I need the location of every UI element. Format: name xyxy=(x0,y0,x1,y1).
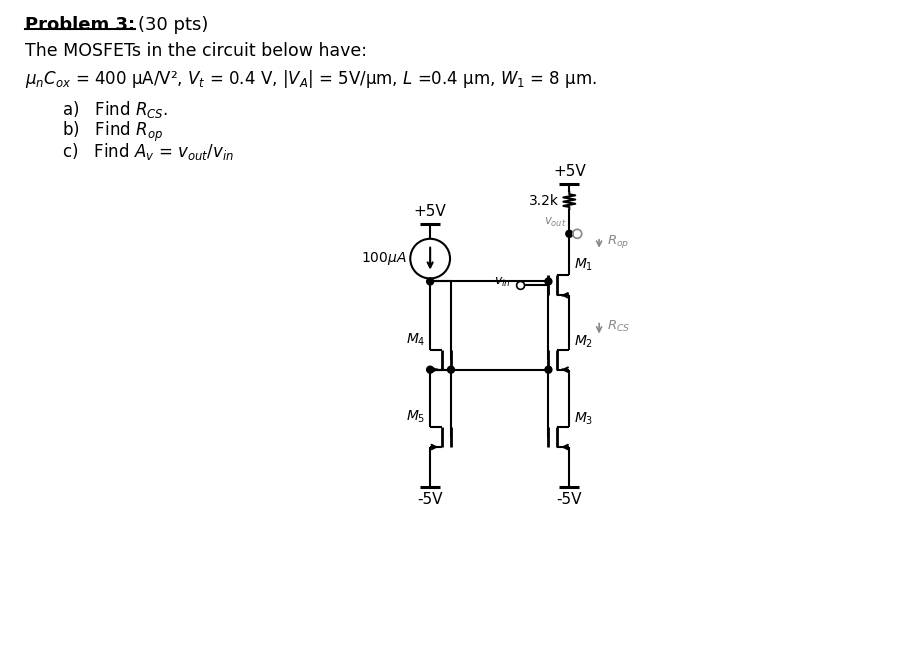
Text: Problem 3:: Problem 3: xyxy=(25,16,134,34)
Text: 3.2k: 3.2k xyxy=(529,194,559,208)
Text: 100$\mu A$: 100$\mu A$ xyxy=(361,250,408,267)
Text: -5V: -5V xyxy=(557,492,582,507)
Text: $M_2$: $M_2$ xyxy=(574,333,594,350)
Text: +5V: +5V xyxy=(414,204,447,219)
Text: $M_3$: $M_3$ xyxy=(574,411,594,427)
Text: $\mu_n C_{ox}$ = 400 μA/V², $V_t$ = 0.4 V, |$V_A$| = 5V/μm, $L$ =0.4 μm, $W_1$ =: $\mu_n C_{ox}$ = 400 μA/V², $V_t$ = 0.4 … xyxy=(25,68,597,90)
Text: The MOSFETs in the circuit below have:: The MOSFETs in the circuit below have: xyxy=(25,42,367,60)
Circle shape xyxy=(427,366,434,373)
Text: c)   Find $A_v$ = $v_{out}$$/v_{in}$: c) Find $A_v$ = $v_{out}$$/v_{in}$ xyxy=(63,141,234,162)
Text: $M_5$: $M_5$ xyxy=(406,409,425,425)
Text: $R_{CS}$: $R_{CS}$ xyxy=(607,319,630,334)
Text: -5V: -5V xyxy=(418,492,443,507)
Circle shape xyxy=(427,278,434,285)
Text: $M_4$: $M_4$ xyxy=(406,332,425,348)
Circle shape xyxy=(545,366,552,373)
Text: (30 pts): (30 pts) xyxy=(138,16,208,34)
Circle shape xyxy=(566,230,573,237)
Circle shape xyxy=(545,278,552,285)
Text: $v_{out}$: $v_{out}$ xyxy=(544,215,567,229)
Text: +5V: +5V xyxy=(553,164,586,179)
Text: b)   Find $R_{op}$: b) Find $R_{op}$ xyxy=(63,120,163,144)
Text: $R_{op}$: $R_{op}$ xyxy=(607,233,629,250)
Text: $M_1$: $M_1$ xyxy=(574,257,594,274)
Text: a)   Find $R_{CS}$.: a) Find $R_{CS}$. xyxy=(63,99,169,120)
Circle shape xyxy=(448,366,455,373)
Text: $v_{in}$: $v_{in}$ xyxy=(494,276,510,289)
